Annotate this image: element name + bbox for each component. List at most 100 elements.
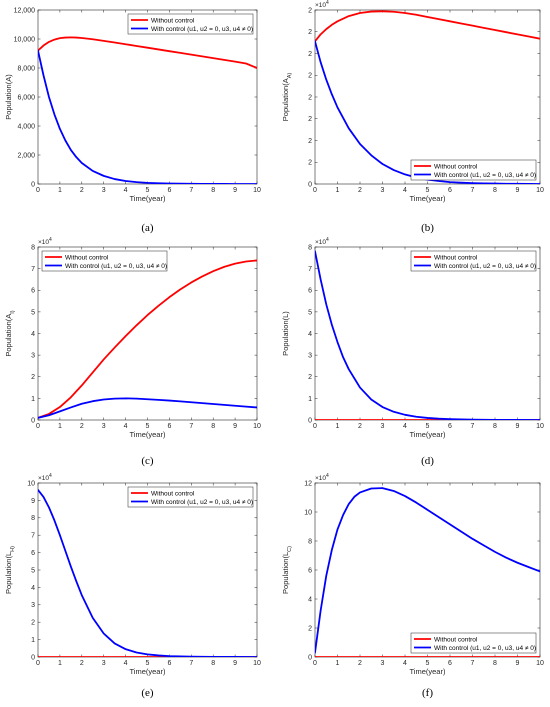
x-tick-label: 2 — [358, 660, 362, 667]
x-tick-label: 5 — [146, 660, 150, 667]
x-tick-label: 7 — [189, 660, 193, 667]
x-tick-label: 1 — [336, 660, 340, 667]
legend-label: With control (u1, u2 = 0, u3, u4 ≠ 0) — [151, 26, 253, 33]
x-tick-label: 2 — [358, 187, 362, 194]
y-exponent-label: ×104 — [315, 237, 329, 246]
y-tick-label: 7 — [31, 266, 35, 273]
y-tick-label: 10,000 — [14, 36, 36, 43]
y-tick-label: 3 — [308, 353, 312, 360]
y-tick-label: 2 — [31, 374, 35, 381]
x-tick-label: 4 — [403, 187, 407, 194]
x-tick-label: 1 — [58, 660, 62, 667]
y-tick-label: 0 — [308, 654, 312, 661]
x-axis-label: Time(year) — [410, 194, 446, 203]
chart-e: 0 1 2 3 4 5 6 7 8 9 10012345678910×104Time(year)Po… — [4, 473, 261, 699]
x-tick-label: 9 — [233, 187, 237, 194]
y-axis-label: Population(LH) — [4, 546, 16, 594]
y-tick-label: 8 — [31, 515, 35, 522]
y-tick-label: 2 — [308, 160, 312, 167]
y-tick-label: 4 — [31, 585, 35, 592]
x-tick-label: 8 — [493, 423, 497, 430]
x-tick-label: 9 — [516, 660, 520, 667]
legend: Without control With control (u1, u2 = 0,… — [410, 250, 537, 272]
x-tick-label: 10 — [253, 660, 261, 667]
x-tick-label: 2 — [80, 660, 84, 667]
x-tick-label: 5 — [146, 423, 150, 430]
x-axis-label: Time(year) — [130, 430, 166, 439]
legend: Without control With control (u1, u2 = 0,… — [127, 13, 254, 35]
x-tick-label: 7 — [471, 187, 475, 194]
x-tick-label: 6 — [167, 187, 171, 194]
chart-a: 0 1 2 3 4 5 6 7 8 9 10 0 2,000 4,000 6,000 8,000 10,000 1… — [4, 7, 261, 234]
y-tick-label: 0 — [31, 181, 35, 188]
legend-label: Without control — [434, 163, 478, 170]
legend-label: Without control — [151, 490, 195, 497]
y-axis-label: Population(LC) — [281, 546, 293, 594]
x-tick-label: 9 — [233, 423, 237, 430]
legend-box — [410, 250, 537, 272]
x-tick-label: 4 — [124, 187, 128, 194]
y-tick-label: 4 — [31, 331, 35, 338]
y-tick-label: 6 — [31, 288, 35, 295]
x-tick-label: 0 — [36, 187, 40, 194]
y-tick-label: 0 — [31, 654, 35, 661]
y-tick-label: 6 — [308, 567, 312, 574]
x-axis-label: Time(year) — [410, 667, 446, 676]
x-tick-label: 3 — [381, 660, 385, 667]
x-tick-label: 1 — [336, 187, 340, 194]
y-tick-label: 4,000 — [17, 123, 35, 130]
x-tick-label: 3 — [381, 187, 385, 194]
y-tick-label: 2 — [308, 73, 312, 80]
x-tick-label: 2 — [358, 423, 362, 430]
plot-area — [314, 246, 541, 421]
y-exponent-label: ×104 — [315, 0, 329, 9]
plot-area — [37, 246, 258, 421]
legend-label: With control (u1, u2 = 0, u3, u4 ≠ 0) — [434, 263, 536, 270]
y-tick-label: 2 — [308, 7, 312, 14]
x-axis-label: Time(year) — [130, 194, 166, 203]
x-tick-label: 9 — [516, 187, 520, 194]
chart-f: 0 1 2 3 4 5 6 7 8 9 10024681012×104Time(year)Popul… — [281, 473, 544, 699]
y-exponent-label: ×104 — [315, 473, 329, 482]
y-tick-label: 12 — [304, 480, 312, 487]
series-line-with-control — [315, 487, 540, 654]
x-tick-label: 0 — [36, 660, 40, 667]
x-tick-label: 2 — [80, 187, 84, 194]
y-tick-label: 7 — [308, 266, 312, 273]
y-tick-label: 4 — [308, 596, 312, 603]
x-tick-label: 6 — [167, 423, 171, 430]
panel-caption: (d) — [421, 455, 434, 467]
x-tick-label: 4 — [403, 423, 407, 430]
y-axis-label: Population(AI) — [4, 310, 16, 356]
y-tick-label: 2 — [308, 374, 312, 381]
legend: Without control With control (u1, u2 = 0,… — [410, 632, 537, 654]
x-axis-label: Time(year) — [410, 430, 446, 439]
x-tick-label: 8 — [211, 187, 215, 194]
legend: Without control With control (u1, u2 = 0,… — [410, 159, 537, 181]
legend-box — [127, 13, 254, 35]
y-tick-label: 8,000 — [17, 65, 35, 72]
x-tick-label: 7 — [471, 660, 475, 667]
chart-d: 0 1 2 3 4 5 6 7 8 9 10012345678×104Time(year)Popul… — [281, 237, 544, 467]
x-tick-label: 2 — [80, 423, 84, 430]
series-line-with-control — [38, 49, 257, 184]
x-tick-label: 6 — [448, 423, 452, 430]
plot-area — [314, 9, 541, 185]
legend: Without control With control (u1, u2 = 0,… — [41, 250, 168, 272]
x-tick-label: 10 — [253, 187, 261, 194]
y-tick-label: 10 — [304, 509, 312, 516]
y-tick-label: 2 — [308, 625, 312, 632]
y-tick-label: 2 — [31, 620, 35, 627]
legend-label: Without control — [151, 17, 195, 24]
x-tick-label: 10 — [536, 187, 544, 194]
x-tick-label: 10 — [536, 660, 544, 667]
y-tick-label: 8 — [308, 244, 312, 251]
y-tick-label: 2 — [308, 94, 312, 101]
legend-label: With control (u1, u2 = 0, u3, u4 ≠ 0) — [151, 499, 253, 506]
legend-box — [41, 250, 168, 272]
y-tick-label: 3 — [31, 602, 35, 609]
legend-label: Without control — [65, 254, 109, 261]
x-tick-label: 5 — [426, 423, 430, 430]
x-tick-label: 4 — [124, 660, 128, 667]
